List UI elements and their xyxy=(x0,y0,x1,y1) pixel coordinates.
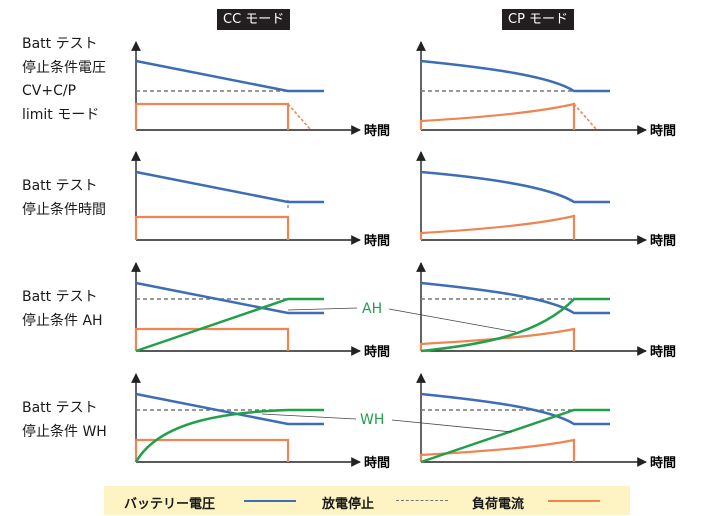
legend-voltage-label: バッテリー電圧 xyxy=(124,497,216,512)
panel-cp-time: 時間 xyxy=(416,151,676,249)
load-current-ramp-dashed xyxy=(573,103,597,130)
load-current-line xyxy=(134,102,290,130)
wh-callout-label: WH xyxy=(360,412,384,428)
row-label-line: Batt テスト xyxy=(22,178,98,194)
panel-cc-wh: 時間 xyxy=(131,373,390,471)
battery-voltage-line xyxy=(420,392,610,426)
battery-voltage-line xyxy=(420,59,610,93)
load-current-line xyxy=(134,215,290,240)
x-axis-label: 時間 xyxy=(650,344,676,360)
panel-cc-time: 時間 xyxy=(131,151,390,249)
panel-cc-ah: 時間 xyxy=(131,262,390,360)
callout-leader xyxy=(391,419,513,433)
load-current-line xyxy=(419,102,576,130)
row-label-line: 停止条件時間 xyxy=(22,201,106,218)
battery-voltage-line xyxy=(420,170,610,204)
x-axis-label: 時間 xyxy=(364,233,390,249)
x-axis-label: 時間 xyxy=(364,344,390,360)
row-label-time: Batt テスト 停止条件時間 xyxy=(22,175,106,222)
load-current-line xyxy=(134,438,290,462)
load-current-line xyxy=(419,438,576,462)
ah-callout-label: AH xyxy=(362,301,382,317)
battery-voltage-line xyxy=(135,281,324,315)
x-axis-label: 時間 xyxy=(650,123,676,139)
x-axis-label: 時間 xyxy=(364,123,390,139)
row-label-line: Batt テスト xyxy=(22,36,98,52)
legend-stop-swatch xyxy=(396,500,448,501)
x-axis-label: 時間 xyxy=(364,455,390,471)
cp-mode-header: CP モード xyxy=(502,9,575,30)
wh-energy-line xyxy=(134,408,324,463)
row-label-line: Batt テスト xyxy=(22,289,98,305)
legend-voltage-swatch xyxy=(244,500,296,502)
row-label-wh: Batt テスト 停止条件 WH xyxy=(22,397,107,444)
callout-leader xyxy=(388,308,517,333)
row-label-line: 停止条件 AH xyxy=(22,312,103,329)
row-label-ah: Batt テスト 停止条件 AH xyxy=(22,286,103,333)
ah-callout: AH xyxy=(287,301,517,333)
row-label-line: 停止条件 WH xyxy=(22,423,107,440)
panel-cc-voltage: 時間 xyxy=(131,41,390,139)
row-label-voltage: Batt テスト 停止条件電圧 CV+C/P limit モード xyxy=(22,33,106,127)
row-label-line: 停止条件電圧 xyxy=(22,59,106,76)
row-label-line: CV+C/P xyxy=(22,83,77,99)
load-current-line xyxy=(419,214,576,240)
load-current-line xyxy=(419,327,576,351)
battery-voltage-line xyxy=(135,170,324,204)
battery-voltage-line xyxy=(420,281,610,315)
panel-cp-wh: 時間 xyxy=(416,373,676,471)
x-axis-label: 時間 xyxy=(650,455,676,471)
panel-cp-ah: 時間 xyxy=(416,262,676,360)
battery-voltage-line xyxy=(135,392,324,426)
ah-capacity-line xyxy=(135,297,324,353)
row-label-line: limit モード xyxy=(22,106,100,123)
legend: バッテリー電圧 放電停止 負荷電流 xyxy=(104,486,630,515)
callout-leader xyxy=(261,413,357,420)
legend-current-swatch xyxy=(548,500,600,502)
legend-stop-label: 放電停止 xyxy=(322,497,375,512)
legend-current-label: 負荷電流 xyxy=(472,497,525,512)
wh-callout: WH xyxy=(261,412,513,433)
cc-mode-header: CC モード xyxy=(217,9,291,30)
panel-cp-voltage: 時間 xyxy=(416,41,676,139)
load-current-ramp-dashed xyxy=(287,103,311,130)
wh-energy-line xyxy=(420,408,610,464)
ah-capacity-line xyxy=(420,297,610,353)
load-current-line xyxy=(134,327,290,351)
row-label-line: Batt テスト xyxy=(22,400,98,416)
discharge-diagram: 時間 時間 時間 時間 時間 xyxy=(131,41,676,471)
x-axis-label: 時間 xyxy=(650,233,676,249)
battery-voltage-line xyxy=(135,59,324,93)
callout-leader xyxy=(287,307,358,311)
